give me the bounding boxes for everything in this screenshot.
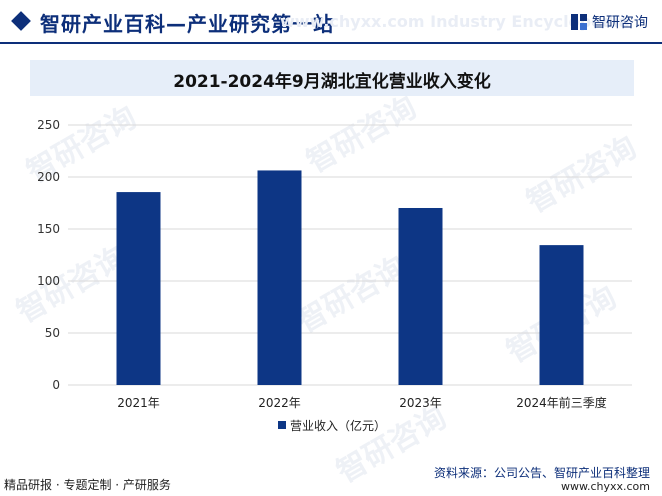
header-bar: 智研产业百科—产业研究第一站 www.chyxx.com Industry En… — [0, 0, 662, 42]
footer: 精品研报 · 专题定制 · 产研服务 资料来源：公司公告、智研产业百科整理 ww… — [0, 464, 662, 496]
brand-logo-group[interactable]: 智研咨询 — [570, 12, 648, 32]
legend-swatch — [278, 421, 286, 429]
y-tick-label: 200 — [37, 170, 60, 184]
bar-chart: 0 50 100 150 200 250 2021年 2022年 2023年 2024年前三季度营… — [37, 118, 632, 433]
bar — [116, 192, 161, 385]
bar — [398, 207, 443, 385]
chart-title: 2021-2024年9月湖北宜化营业收入变化 — [173, 72, 491, 92]
bar — [539, 245, 584, 385]
footer-services: 精品研报 · 专题定制 · 产研服务 — [4, 478, 171, 492]
legend-label: 营业收入（亿元） — [290, 418, 386, 433]
x-tick-label: 2024年前三季度 — [516, 395, 607, 410]
y-tick-label: 100 — [37, 274, 60, 288]
y-tick-label: 250 — [37, 118, 60, 132]
page-title: 智研产业百科—产业研究第一站 — [40, 12, 334, 36]
bar — [257, 170, 302, 385]
brand-name: 智研咨询 — [592, 15, 648, 31]
x-tick-label: 2023年 — [399, 396, 442, 410]
y-tick-label: 150 — [37, 222, 60, 236]
chart-title-band: 2021-2024年9月湖北宜化营业收入变化 — [30, 60, 634, 96]
footer-url[interactable]: www.chyxx.com — [560, 480, 650, 493]
diamond-icon — [11, 11, 31, 31]
x-tick-label: 2022年 — [258, 396, 301, 410]
header-ghost-text: www.chyxx.com Industry Encyclopedia — [280, 12, 630, 31]
y-tick-label: 50 — [45, 326, 60, 340]
x-tick-label: 2021年 — [117, 396, 160, 410]
brand-logo-icon — [571, 14, 587, 30]
y-tick-label: 0 — [52, 378, 60, 392]
header-divider — [0, 42, 662, 44]
source-note: 资料来源：公司公告、智研产业百科整理 — [433, 466, 650, 480]
